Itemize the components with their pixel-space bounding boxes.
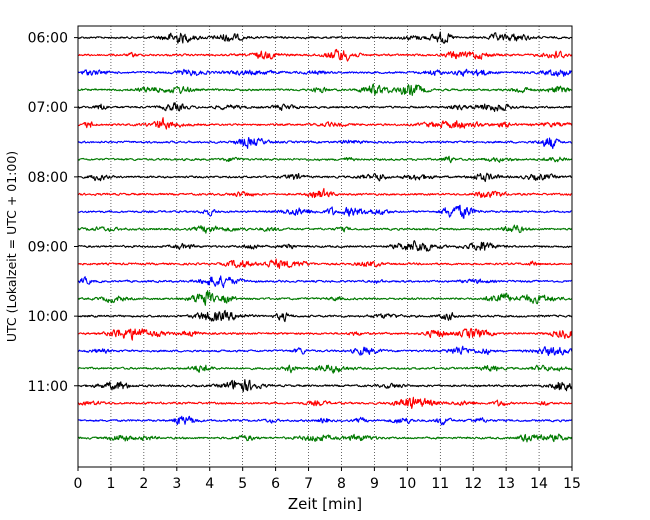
trace-11:45 [77, 433, 573, 443]
y-tick-label-08:00: 08:00 [28, 170, 68, 186]
x-tick-label-1: 1 [106, 476, 115, 492]
trace-09:30 [77, 275, 573, 289]
trace-07:45 [77, 155, 573, 164]
trace-11:30 [77, 415, 573, 426]
x-tick-label-11: 11 [431, 476, 449, 492]
y-tick-label-07:00: 07:00 [28, 100, 68, 116]
trace-09:00 [77, 240, 573, 252]
x-tick-label-7: 7 [304, 476, 313, 492]
x-tick-label-8: 8 [337, 476, 346, 492]
seismogram-traces [77, 31, 573, 443]
x-tick-label-2: 2 [139, 476, 148, 492]
x-tick-label-4: 4 [205, 476, 214, 492]
trace-10:45 [77, 364, 573, 374]
x-tick-label-5: 5 [238, 476, 247, 492]
trace-06:15 [77, 48, 573, 62]
x-tick-label-9: 9 [370, 476, 379, 492]
x-tick-label-12: 12 [464, 476, 482, 492]
y-axis-ticks: 06:00 07:00 08:00 09:00 10:00 11:00 [28, 31, 78, 395]
x-axis-ticks: 0 1 2 3 4 5 6 7 8 9 10 11 12 13 14 15 [74, 467, 581, 492]
trace-08:45 [77, 224, 573, 234]
trace-06:45 [77, 83, 573, 96]
trace-11:15 [77, 396, 573, 409]
trace-08:15 [77, 187, 573, 199]
trace-08:00 [77, 172, 573, 183]
trace-06:30 [77, 68, 573, 77]
y-tick-label-06:00: 06:00 [28, 31, 68, 47]
trace-10:15 [77, 328, 573, 341]
x-axis-label: Zeit [min] [288, 495, 362, 513]
y-tick-label-09:00: 09:00 [28, 240, 68, 256]
trace-07:15 [77, 117, 573, 130]
trace-10:30 [77, 345, 573, 356]
trace-11:00 [77, 379, 573, 393]
x-tick-label-14: 14 [530, 476, 548, 492]
x-tick-label-10: 10 [398, 476, 416, 492]
trace-10:00 [77, 309, 573, 323]
x-tick-label-6: 6 [271, 476, 280, 492]
x-tick-label-15: 15 [563, 476, 581, 492]
x-tick-label-3: 3 [172, 476, 181, 492]
y-tick-label-10:00: 10:00 [28, 309, 68, 325]
trace-08:30 [77, 204, 573, 219]
y-axis-label: UTC (Lokalzeit = UTC + 01:00) [4, 151, 19, 342]
trace-06:00 [77, 31, 573, 44]
trace-09:45 [77, 290, 573, 306]
x-tick-label-0: 0 [74, 476, 83, 492]
x-tick-label-13: 13 [497, 476, 515, 492]
y-tick-label-11:00: 11:00 [28, 379, 68, 395]
trace-09:15 [77, 258, 573, 269]
trace-07:30 [77, 136, 573, 150]
trace-07:00 [77, 102, 573, 112]
